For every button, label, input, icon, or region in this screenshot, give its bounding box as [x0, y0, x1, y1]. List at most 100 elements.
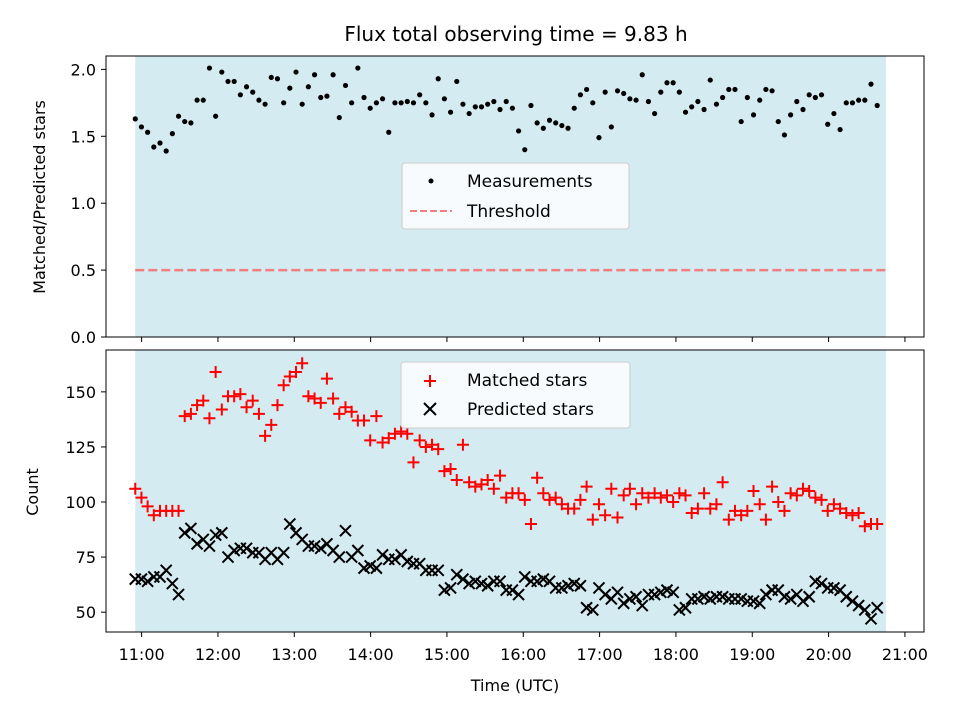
- top-y-ticks: 0.0 0.5 1.0 1.5 2.0: [71, 60, 106, 347]
- matched-star-marker: [518, 493, 531, 506]
- matched-star-marker: [555, 498, 568, 511]
- measurement-point: [720, 94, 726, 101]
- matched-star-marker: [469, 480, 482, 493]
- matched-star-marker: [234, 388, 247, 401]
- measurement-point: [843, 100, 849, 106]
- predicted-star-marker: [586, 603, 599, 617]
- matched-star-marker: [290, 366, 303, 379]
- measurement-point: [689, 104, 695, 110]
- matched-star-marker: [834, 502, 847, 515]
- measurement-point: [281, 100, 287, 106]
- matched-star-marker: [147, 509, 160, 522]
- predicted-star-marker: [512, 588, 525, 601]
- matched-star-marker: [772, 496, 785, 509]
- matched-star-marker: [432, 443, 445, 456]
- measurement-point: [553, 120, 559, 126]
- measurement-point: [441, 96, 447, 102]
- matched-star-marker: [364, 434, 377, 447]
- matched-star-marker: [735, 509, 748, 522]
- measurement-point: [225, 78, 231, 85]
- matched-star-marker: [728, 504, 741, 517]
- predicted-star-marker: [679, 601, 692, 614]
- matched-star-marker: [549, 491, 562, 504]
- measurement-point: [682, 109, 689, 115]
- measurement-point: [454, 78, 460, 85]
- matched-star-marker: [599, 509, 612, 522]
- measurement-point: [633, 97, 639, 103]
- matched-star-marker: [790, 489, 803, 502]
- bottom-y-tick-label: 125: [65, 438, 96, 457]
- predicted-stars-layer: [129, 517, 884, 625]
- predicted-star-marker: [815, 577, 828, 590]
- measurement-point: [478, 104, 485, 110]
- measurement-point: [262, 101, 268, 107]
- top-legend-box: [401, 162, 630, 230]
- measurement-point: [763, 86, 769, 93]
- measurement-point: [818, 92, 825, 98]
- measurement-point: [806, 92, 812, 98]
- matched-star-marker: [710, 498, 723, 511]
- legend-marker-matched: [424, 375, 436, 387]
- measurement-point: [497, 106, 503, 113]
- matched-stars-layer: [129, 357, 884, 533]
- top-legend: Measurements Threshold: [401, 162, 630, 230]
- measurement-point: [695, 98, 701, 105]
- matched-star-marker: [716, 476, 729, 489]
- measurement-point: [466, 110, 472, 117]
- measurement-point: [355, 65, 361, 71]
- predicted-star-marker: [141, 575, 154, 588]
- measurement-point: [423, 100, 429, 106]
- bottom-y-tick-label: 75: [76, 548, 96, 567]
- matched-star-marker: [679, 489, 692, 502]
- top-y-tick-label: 0.5: [71, 261, 96, 280]
- bottom-plot-frame: [105, 349, 925, 633]
- measurement-point: [503, 98, 509, 105]
- measurement-point: [639, 72, 645, 78]
- measurement-point: [268, 74, 274, 81]
- matched-star-marker: [178, 410, 191, 423]
- measurement-point: [540, 125, 546, 131]
- predicted-star-marker: [858, 603, 872, 617]
- matched-star-marker: [704, 502, 717, 515]
- measurement-point: [596, 135, 602, 141]
- predicted-star-marker: [753, 597, 766, 610]
- measurement-point: [324, 93, 330, 99]
- measurement-point: [676, 89, 682, 95]
- top-y-tick-label: 1.5: [71, 127, 96, 146]
- matched-star-marker: [302, 390, 315, 403]
- measurement-point: [169, 131, 175, 137]
- measurement-point: [744, 94, 750, 101]
- measurement-point: [621, 90, 627, 97]
- top-panel: 0.00.51.01.52.0 Matched/Predicted stars …: [30, 55, 925, 347]
- predicted-star-marker: [852, 599, 865, 612]
- predicted-star-marker: [506, 583, 519, 597]
- matched-star-marker: [494, 469, 507, 482]
- predicted-star-marker: [190, 537, 204, 551]
- measurement-point: [367, 105, 373, 111]
- legend-marker-predicted: [423, 402, 437, 416]
- top-y-tick-label: 1.0: [71, 194, 96, 213]
- matched-star-marker: [259, 429, 272, 442]
- matched-star-marker: [660, 489, 673, 502]
- predicted-star-marker: [432, 564, 445, 577]
- bottom-legend: Matched stars Predicted stars: [400, 361, 631, 429]
- measurement-point: [274, 76, 281, 82]
- matched-star-marker: [654, 491, 667, 504]
- predicted-star-marker: [178, 526, 191, 540]
- measurement-point: [874, 102, 880, 109]
- measurement-point: [528, 102, 534, 109]
- measurement-point: [831, 110, 837, 117]
- matched-star-marker: [766, 480, 779, 493]
- measurement-point: [522, 147, 528, 153]
- matched-star-marker: [382, 432, 395, 445]
- predicted-star-marker: [240, 542, 253, 555]
- matched-star-marker: [141, 500, 154, 513]
- measurement-point: [305, 84, 311, 90]
- x-tick-label: 14:00: [348, 645, 394, 664]
- legend-label-measurements: Measurements: [467, 172, 593, 192]
- measurement-point: [738, 118, 744, 125]
- predicted-star-marker: [172, 588, 185, 601]
- measurement-point: [293, 69, 299, 75]
- matched-star-marker: [395, 425, 408, 438]
